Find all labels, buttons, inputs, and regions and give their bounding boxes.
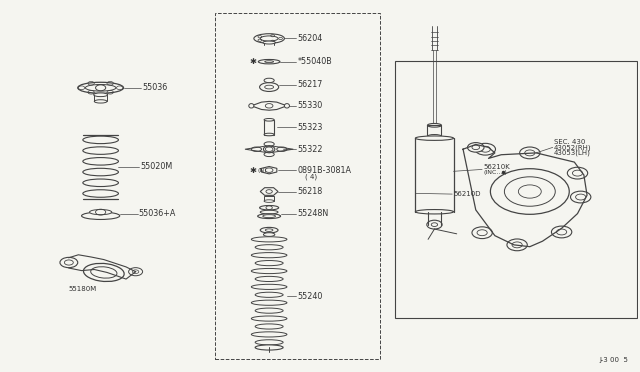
- Circle shape: [472, 227, 492, 238]
- Ellipse shape: [258, 214, 280, 219]
- Ellipse shape: [264, 146, 275, 153]
- Circle shape: [60, 257, 77, 268]
- Circle shape: [467, 142, 484, 152]
- Text: *55040B: *55040B: [298, 57, 333, 66]
- Ellipse shape: [255, 276, 283, 282]
- Ellipse shape: [260, 227, 278, 233]
- Circle shape: [570, 191, 591, 203]
- Bar: [395, 61, 637, 318]
- Ellipse shape: [83, 158, 118, 165]
- Ellipse shape: [264, 200, 274, 202]
- Ellipse shape: [255, 345, 283, 350]
- Text: 55036: 55036: [142, 83, 167, 92]
- Text: 56204: 56204: [298, 34, 323, 43]
- Circle shape: [490, 169, 569, 214]
- Ellipse shape: [415, 136, 454, 140]
- Text: ✱: ✱: [250, 166, 257, 175]
- Bar: [428, 125, 442, 137]
- Ellipse shape: [255, 292, 283, 297]
- Ellipse shape: [255, 308, 283, 313]
- Circle shape: [567, 167, 588, 179]
- Polygon shape: [260, 188, 278, 195]
- Text: 55180M: 55180M: [69, 286, 97, 292]
- Ellipse shape: [276, 147, 287, 151]
- Ellipse shape: [252, 237, 287, 242]
- Circle shape: [520, 147, 540, 159]
- Ellipse shape: [83, 263, 124, 282]
- Ellipse shape: [415, 209, 454, 214]
- Ellipse shape: [264, 78, 274, 83]
- Ellipse shape: [260, 210, 278, 214]
- Circle shape: [129, 268, 143, 276]
- Ellipse shape: [83, 147, 118, 154]
- Ellipse shape: [83, 136, 118, 144]
- Text: 43052(RH): 43052(RH): [554, 144, 591, 151]
- Ellipse shape: [260, 205, 278, 210]
- Circle shape: [475, 143, 495, 155]
- Ellipse shape: [254, 34, 284, 43]
- Bar: [264, 196, 274, 201]
- Ellipse shape: [249, 104, 254, 108]
- Ellipse shape: [83, 168, 118, 176]
- Ellipse shape: [252, 332, 287, 337]
- Text: 55020M: 55020M: [140, 162, 172, 171]
- Text: 55240: 55240: [298, 292, 323, 301]
- Text: 56210K: 56210K: [483, 164, 510, 170]
- Circle shape: [552, 226, 572, 238]
- Text: 43053(LH): 43053(LH): [554, 150, 591, 156]
- Ellipse shape: [252, 147, 262, 151]
- Text: 55322: 55322: [298, 145, 323, 154]
- Polygon shape: [252, 102, 287, 110]
- Circle shape: [507, 239, 527, 251]
- Ellipse shape: [90, 209, 112, 215]
- Ellipse shape: [83, 190, 118, 197]
- Ellipse shape: [428, 135, 442, 138]
- Ellipse shape: [264, 142, 274, 146]
- Text: 55330: 55330: [298, 101, 323, 110]
- Ellipse shape: [260, 83, 278, 92]
- Ellipse shape: [255, 340, 283, 345]
- Text: (N): (N): [258, 168, 267, 173]
- Text: 55036+A: 55036+A: [139, 209, 176, 218]
- Ellipse shape: [264, 152, 274, 157]
- Ellipse shape: [264, 133, 274, 136]
- Bar: [215, 13, 380, 359]
- Circle shape: [427, 220, 442, 229]
- Ellipse shape: [428, 124, 442, 127]
- Ellipse shape: [91, 267, 117, 278]
- Ellipse shape: [264, 233, 275, 236]
- Ellipse shape: [77, 82, 124, 93]
- Ellipse shape: [255, 324, 283, 329]
- Bar: [264, 120, 274, 135]
- Text: ✱: ✱: [250, 57, 257, 66]
- Ellipse shape: [252, 269, 287, 273]
- Ellipse shape: [255, 245, 283, 250]
- Text: 55248N: 55248N: [298, 209, 329, 218]
- Text: (INC....): (INC....): [483, 170, 507, 175]
- Text: J-3 00  5: J-3 00 5: [600, 357, 628, 363]
- Text: 56210D: 56210D: [454, 191, 481, 197]
- Ellipse shape: [83, 179, 118, 186]
- Ellipse shape: [284, 104, 289, 108]
- Text: 56218: 56218: [298, 187, 323, 196]
- Ellipse shape: [93, 93, 108, 97]
- Ellipse shape: [252, 284, 287, 289]
- Ellipse shape: [264, 119, 274, 121]
- Text: 0891B-3081A: 0891B-3081A: [298, 166, 352, 175]
- Text: ( 4): ( 4): [305, 174, 317, 180]
- Text: 56217: 56217: [298, 80, 323, 89]
- Text: 55323: 55323: [298, 123, 323, 132]
- Ellipse shape: [263, 41, 275, 44]
- Polygon shape: [261, 167, 277, 174]
- Ellipse shape: [259, 60, 280, 64]
- Ellipse shape: [255, 260, 283, 266]
- Ellipse shape: [252, 300, 287, 305]
- Ellipse shape: [252, 253, 287, 258]
- Ellipse shape: [81, 212, 120, 219]
- Ellipse shape: [94, 100, 107, 103]
- Ellipse shape: [252, 316, 287, 321]
- Text: SEC. 430: SEC. 430: [554, 139, 586, 145]
